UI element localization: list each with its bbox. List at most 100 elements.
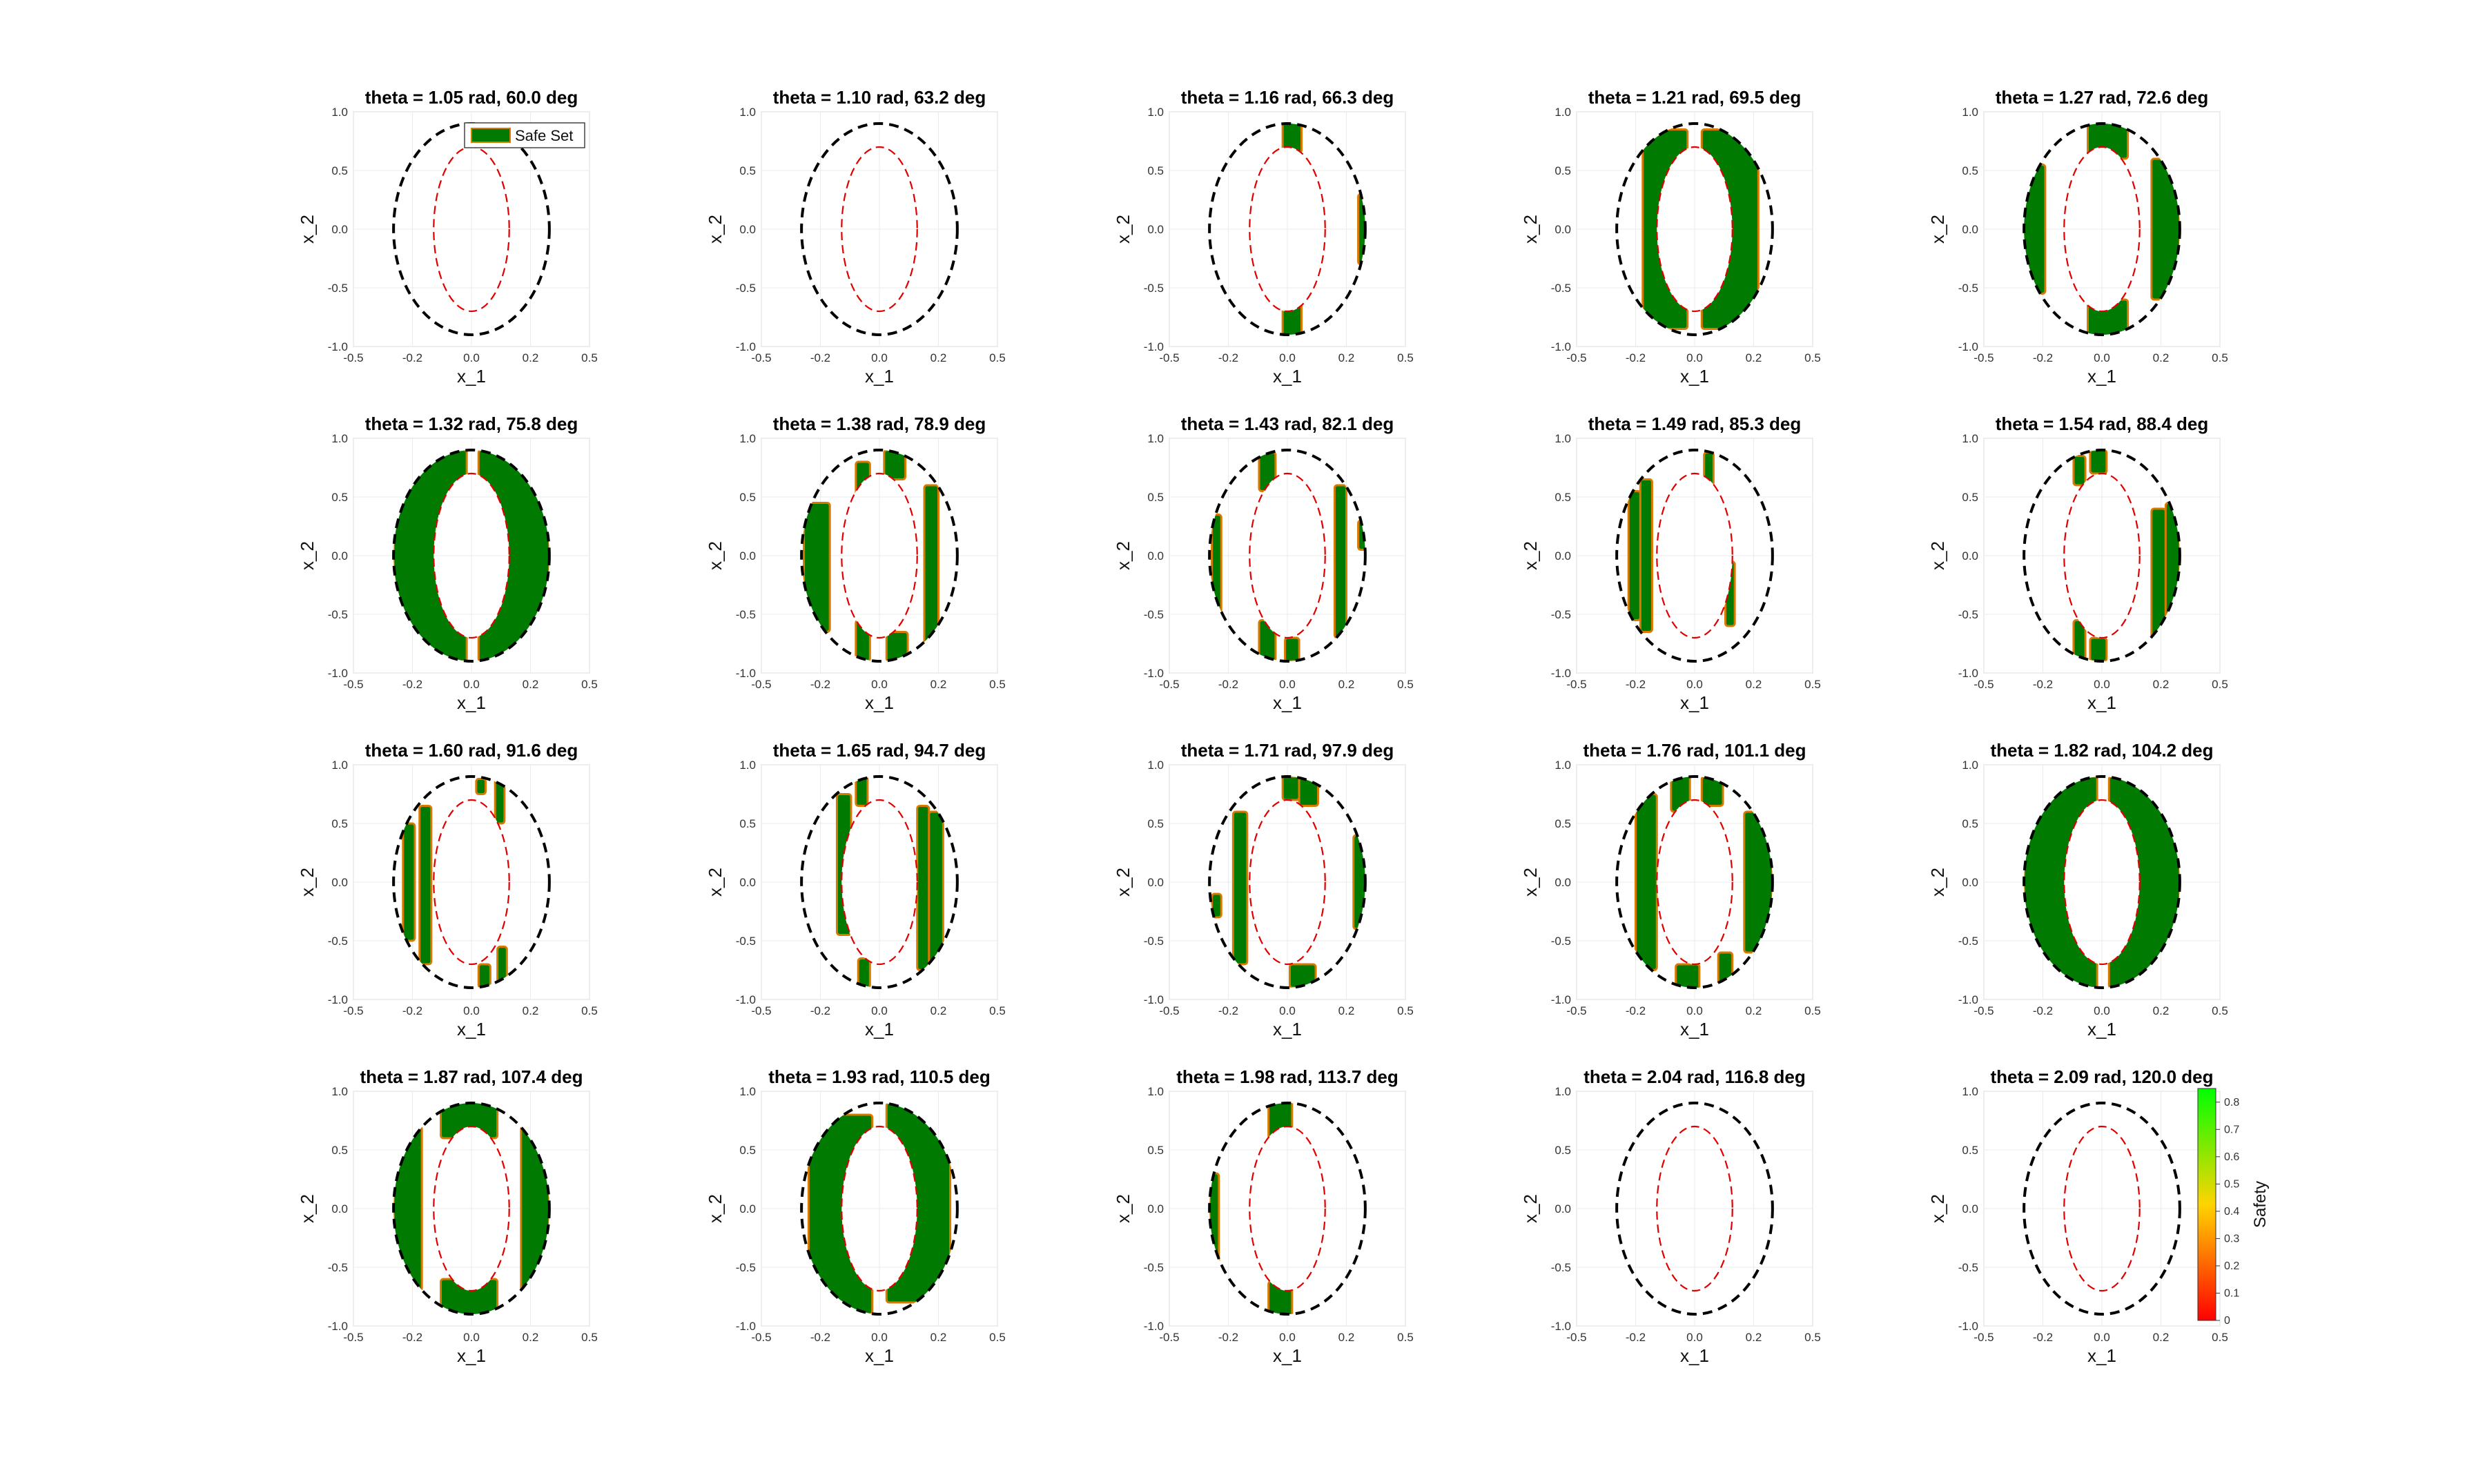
safe-set-region bbox=[883, 450, 907, 480]
y-tick-label: 0.0 bbox=[739, 223, 756, 236]
y-tick-label: 1.0 bbox=[1555, 106, 1571, 119]
y-tick-label: -0.5 bbox=[328, 1261, 348, 1274]
y-axis-label: x_2 bbox=[1520, 541, 1541, 570]
subplot-title: theta = 1.10 rad, 63.2 deg bbox=[773, 87, 986, 108]
y-tick-label: -1.0 bbox=[328, 993, 348, 1006]
x-tick-label: -0.2 bbox=[1626, 351, 1646, 364]
y-axis-label: x_2 bbox=[1520, 1194, 1541, 1223]
x-axis-label: x_1 bbox=[457, 1019, 486, 1039]
y-tick-label: -0.5 bbox=[1958, 1261, 1978, 1274]
colorbar-tick-label: 0.1 bbox=[2224, 1287, 2239, 1299]
x-tick-label: 0.2 bbox=[523, 351, 539, 364]
y-tick-label: 0.0 bbox=[1962, 223, 1978, 236]
y-tick-label: -0.5 bbox=[736, 935, 756, 948]
x-tick-label: 0.2 bbox=[523, 1331, 539, 1344]
x-tick-label: 0.2 bbox=[930, 1004, 947, 1017]
x-axis-label: x_1 bbox=[1680, 1345, 1709, 1366]
x-tick-label: -0.5 bbox=[343, 351, 363, 364]
x-axis-label: x_1 bbox=[865, 1019, 894, 1039]
x-tick-label: 0.5 bbox=[2212, 678, 2228, 691]
safe-set-region bbox=[477, 963, 491, 988]
y-tick-label: -0.5 bbox=[328, 608, 348, 621]
subplot: -0.5 -0.2 0.0 0.2 0.51.00.50.0-0.5-1.0theta … bbox=[297, 1066, 598, 1366]
x-tick-label: 0.0 bbox=[2094, 1331, 2110, 1344]
safe-set-region bbox=[402, 822, 416, 942]
subplot: -0.5 -0.2 0.0 0.2 0.51.00.50.0-0.5-1.0theta … bbox=[1113, 413, 1414, 713]
x-tick-label: 0.0 bbox=[1279, 351, 1296, 364]
y-tick-label: 0.5 bbox=[1555, 491, 1571, 504]
outer-boundary bbox=[2023, 122, 2181, 336]
y-tick-label: -0.5 bbox=[1144, 282, 1164, 295]
safe-set-region bbox=[1635, 793, 1658, 971]
safe-set-region bbox=[885, 631, 909, 661]
safe-set-region bbox=[1675, 963, 1701, 988]
x-tick-label: -0.2 bbox=[1218, 678, 1238, 691]
y-tick-label: 0.5 bbox=[331, 164, 348, 177]
y-axis-label: x_2 bbox=[1927, 215, 1948, 244]
y-tick-label: -1.0 bbox=[1958, 667, 1978, 680]
x-tick-label: 0.5 bbox=[1804, 678, 1821, 691]
x-tick-label: -0.2 bbox=[402, 1004, 422, 1017]
y-tick-label: 1.0 bbox=[1147, 432, 1164, 445]
x-tick-label: 0.2 bbox=[1338, 1331, 1355, 1344]
x-tick-label: -0.2 bbox=[402, 678, 422, 691]
safe-set-region bbox=[1288, 963, 1317, 988]
y-tick-label: -1.0 bbox=[1958, 993, 1978, 1006]
y-tick-label: -0.5 bbox=[1551, 935, 1571, 948]
subplot-title: theta = 2.04 rad, 116.8 deg bbox=[1583, 1066, 1806, 1087]
y-tick-label: 1.0 bbox=[331, 106, 348, 119]
y-tick-label: 0.5 bbox=[1962, 1144, 1978, 1157]
colorbar-tick-label: 0.2 bbox=[2224, 1260, 2239, 1272]
x-axis-label: x_1 bbox=[865, 1345, 894, 1366]
inner-boundary bbox=[2063, 799, 2141, 966]
x-tick-label: 0.2 bbox=[523, 1004, 539, 1017]
subplot-title: theta = 1.16 rad, 66.3 deg bbox=[1181, 87, 1394, 108]
y-tick-label: 0.5 bbox=[1962, 164, 1978, 177]
y-axis-label: x_2 bbox=[1927, 868, 1948, 897]
x-tick-label: 0.2 bbox=[930, 678, 947, 691]
outer-boundary bbox=[800, 775, 959, 989]
inner-boundary bbox=[1249, 472, 1326, 639]
x-tick-label: -0.2 bbox=[402, 351, 422, 364]
y-tick-label: -0.5 bbox=[1958, 608, 1978, 621]
subplot-title: theta = 1.05 rad, 60.0 deg bbox=[365, 87, 578, 108]
y-axis-label: x_2 bbox=[1113, 868, 1133, 897]
y-tick-label: 0.0 bbox=[739, 549, 756, 563]
x-tick-label: -0.2 bbox=[402, 1331, 422, 1344]
y-tick-label: 0.0 bbox=[1962, 549, 1978, 563]
y-tick-label: -0.5 bbox=[736, 1261, 756, 1274]
y-tick-label: 0.0 bbox=[1962, 1202, 1978, 1215]
safe-set-region bbox=[1627, 490, 1641, 621]
x-axis-label: x_1 bbox=[2087, 1345, 2116, 1366]
subplot-title: theta = 1.38 rad, 78.9 deg bbox=[773, 413, 986, 434]
x-tick-label: 0.5 bbox=[1397, 1331, 1414, 1344]
x-tick-label: 0.5 bbox=[989, 678, 1006, 691]
x-tick-label: 0.2 bbox=[523, 678, 539, 691]
x-tick-label: -0.5 bbox=[343, 678, 363, 691]
outer-boundary bbox=[800, 449, 959, 663]
y-tick-label: -1.0 bbox=[1551, 1320, 1571, 1333]
y-tick-label: 1.0 bbox=[739, 106, 756, 119]
y-tick-label: -1.0 bbox=[328, 1320, 348, 1333]
outer-boundary bbox=[392, 1102, 551, 1316]
safe-set-region bbox=[496, 946, 508, 988]
x-tick-label: -0.5 bbox=[1159, 1004, 1179, 1017]
y-tick-label: 1.0 bbox=[1147, 106, 1164, 119]
y-tick-label: 0.5 bbox=[1555, 817, 1571, 830]
legend: Safe Set bbox=[464, 122, 585, 148]
inner-boundary bbox=[2063, 1125, 2141, 1292]
x-tick-label: -0.5 bbox=[1566, 351, 1586, 364]
y-tick-label: 0.0 bbox=[331, 876, 348, 889]
y-tick-label: 1.0 bbox=[1147, 759, 1164, 772]
y-axis-label: x_2 bbox=[705, 541, 725, 570]
y-tick-label: -1.0 bbox=[736, 993, 756, 1006]
x-tick-label: 0.0 bbox=[1686, 351, 1703, 364]
colorbar-tick-label: 0.5 bbox=[2224, 1178, 2239, 1190]
y-tick-label: 0.5 bbox=[739, 1144, 756, 1157]
x-tick-label: 0.2 bbox=[2153, 1004, 2170, 1017]
subplot-title: theta = 1.98 rad, 113.7 deg bbox=[1176, 1066, 1399, 1087]
inner-boundary bbox=[2063, 146, 2141, 313]
y-tick-label: 0.0 bbox=[1147, 876, 1164, 889]
subplot: -0.5 -0.2 0.0 0.2 0.51.00.50.0-0.5-1.0theta … bbox=[297, 87, 598, 387]
y-tick-label: 0.0 bbox=[1147, 223, 1164, 236]
